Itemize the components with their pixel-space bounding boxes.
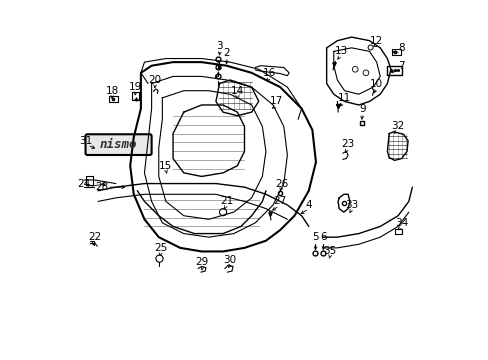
Text: 17: 17 <box>269 96 283 107</box>
Text: 10: 10 <box>369 78 383 89</box>
Text: 29: 29 <box>195 257 208 267</box>
Text: 15: 15 <box>159 161 172 171</box>
Text: 32: 32 <box>391 121 404 131</box>
Text: 34: 34 <box>394 218 407 228</box>
Text: 5: 5 <box>312 232 319 242</box>
Text: 30: 30 <box>223 255 236 265</box>
Text: 33: 33 <box>345 200 358 210</box>
Text: 18: 18 <box>105 86 119 96</box>
Text: 1: 1 <box>216 61 223 71</box>
Text: 4: 4 <box>305 200 311 210</box>
Text: 24: 24 <box>77 179 90 189</box>
Text: 28: 28 <box>95 182 108 192</box>
Text: 16: 16 <box>263 68 276 78</box>
Text: 22: 22 <box>88 232 101 242</box>
Text: 14: 14 <box>230 86 244 96</box>
Text: nismo: nismo <box>100 138 137 151</box>
FancyBboxPatch shape <box>85 134 151 155</box>
Text: 26: 26 <box>275 179 288 189</box>
Text: 25: 25 <box>154 243 167 253</box>
Text: 11: 11 <box>337 93 350 103</box>
Text: 2: 2 <box>223 48 229 58</box>
Text: 27: 27 <box>273 197 286 206</box>
Text: 3: 3 <box>216 41 223 51</box>
Text: 35: 35 <box>323 247 336 256</box>
Text: 6: 6 <box>319 232 325 242</box>
Text: 21: 21 <box>220 197 233 206</box>
Text: 31: 31 <box>79 136 92 146</box>
Text: 9: 9 <box>358 104 365 113</box>
Text: 8: 8 <box>398 43 404 53</box>
Text: 19: 19 <box>129 82 142 92</box>
Text: 23: 23 <box>341 139 354 149</box>
Text: 12: 12 <box>369 36 383 46</box>
Text: 13: 13 <box>334 46 347 57</box>
Text: 20: 20 <box>148 75 162 85</box>
Text: 7: 7 <box>398 61 404 71</box>
